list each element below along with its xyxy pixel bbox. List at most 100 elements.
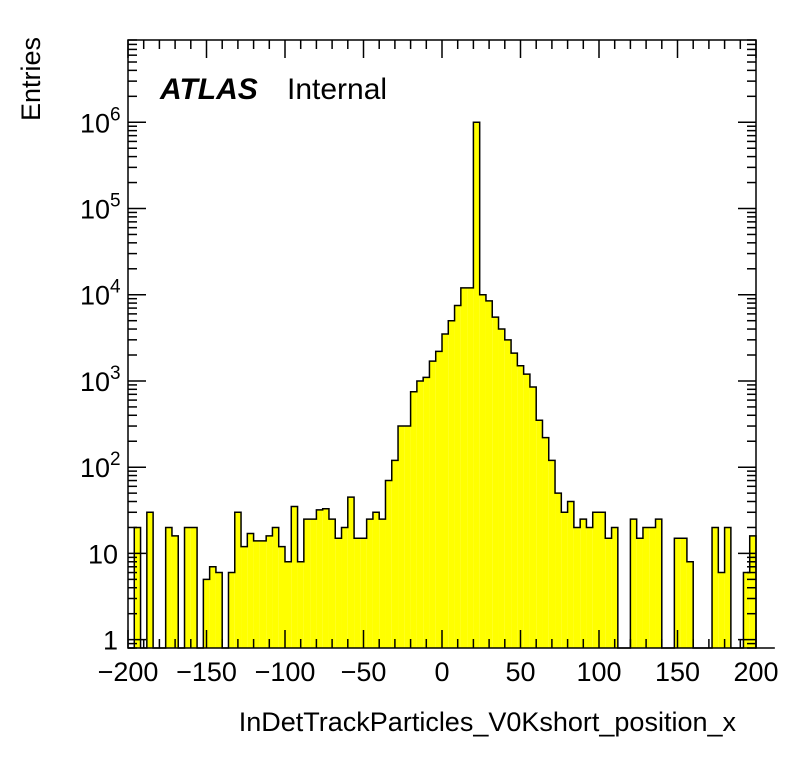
histogram-bar (429, 361, 436, 648)
histogram-bar (473, 122, 480, 649)
histogram-bar (385, 480, 392, 648)
x-tick-label: 50 (505, 657, 535, 687)
histogram-bar (580, 519, 587, 648)
histogram-bar (241, 546, 248, 648)
histogram-bar (743, 572, 750, 648)
histogram-bar (636, 538, 643, 648)
histogram-bar (655, 519, 662, 648)
histogram-bar (649, 527, 656, 648)
histogram-bar (548, 460, 556, 648)
histogram-bar (749, 535, 756, 648)
histogram-bar (423, 377, 430, 648)
histogram-bar (555, 493, 562, 648)
plot-frame (127, 39, 757, 649)
histogram-bar (316, 509, 323, 648)
histogram-bar (335, 538, 342, 648)
histogram-bar (184, 527, 191, 648)
histogram-bar (354, 538, 361, 648)
histogram-bar (542, 437, 549, 648)
x-tick-label: −100 (255, 657, 316, 687)
x-tick-label: −200 (98, 657, 159, 687)
histogram-bar (498, 329, 505, 648)
histogram-bar (410, 391, 417, 648)
histogram-bar (328, 519, 336, 648)
histogram-bar (680, 538, 687, 648)
histogram-bar (322, 508, 329, 648)
histogram-outline (128, 121, 775, 649)
histogram-bar (561, 512, 568, 648)
histogram-bar (259, 540, 267, 648)
histogram-bar (171, 535, 179, 648)
y-tick-label: 1 (103, 626, 118, 656)
histogram-bar (253, 540, 260, 648)
histogram-bar (529, 387, 537, 648)
histogram-bar (642, 527, 650, 648)
histogram-bar (146, 512, 154, 648)
histogram-bar (165, 527, 172, 648)
histogram-bar (467, 287, 474, 648)
histogram-bar (215, 572, 223, 648)
histogram-bar (341, 527, 348, 648)
x-tick-label: −50 (341, 657, 387, 687)
histogram-bar (347, 497, 355, 648)
histogram-bar (379, 519, 386, 648)
histogram-bar (511, 353, 518, 648)
atlas-label: ATLAS (159, 73, 258, 106)
histogram-bar (209, 566, 216, 648)
x-tick-label: 150 (655, 657, 700, 687)
histogram-bar (190, 527, 198, 648)
y-tick-label: 103 (80, 363, 121, 397)
histogram-bar (536, 420, 543, 648)
histogram-bar (266, 535, 273, 648)
x-tick-label: 200 (733, 657, 778, 687)
histogram-bars (134, 122, 756, 649)
histogram-bar (724, 527, 731, 648)
histogram-bar (435, 351, 442, 648)
histogram-bar (460, 287, 468, 648)
y-tick-label: 104 (80, 277, 121, 311)
histogram-bar (360, 538, 367, 648)
histogram-bar (454, 305, 461, 648)
x-tick-labels: −200 −150 −100 −50 0 50 100 150 200 (98, 657, 779, 687)
histogram-bar (372, 512, 380, 648)
histogram-bar (605, 538, 612, 648)
histogram-bar (291, 506, 298, 648)
histogram-bar (366, 519, 373, 648)
y-tick-label: 102 (80, 449, 121, 483)
histogram-bar (567, 501, 574, 648)
x-tick-label: 0 (434, 657, 449, 687)
y-tick-labels: 1 10 102 103 104 105 106 (80, 104, 121, 655)
x-axis-title: InDetTrackParticles_V0Kshort_position_x (239, 707, 737, 737)
histogram-bar (504, 339, 512, 648)
histogram-bar (492, 317, 499, 648)
histogram-bar (416, 380, 424, 648)
histogram-bar (592, 512, 599, 648)
histogram-bar (630, 519, 637, 648)
histogram-bar (611, 527, 618, 648)
histogram-bar (234, 512, 242, 648)
histogram-bar (674, 538, 681, 648)
y-tick-label: 106 (80, 104, 121, 138)
histogram-bar (203, 579, 210, 648)
y-tick-label: 10 (88, 539, 118, 569)
y-axis-title: Entries (16, 37, 46, 121)
histogram-bar (398, 426, 405, 648)
histogram-bar (448, 320, 455, 648)
internal-label: Internal (287, 73, 387, 106)
histogram-bar (686, 561, 694, 648)
histogram-bar (485, 300, 493, 648)
histogram-bar (391, 460, 399, 648)
histogram-bar (134, 527, 141, 648)
histogram-bar (297, 561, 304, 648)
histogram-bar (278, 546, 285, 648)
histogram-bar (523, 374, 530, 648)
y-tick-label: 105 (80, 191, 121, 225)
histogram-bar (310, 519, 317, 648)
x-tick-label: −150 (176, 657, 237, 687)
histogram-bar (272, 527, 279, 648)
histogram-bar (517, 365, 524, 648)
histogram-bar (586, 527, 593, 648)
histogram-bar (404, 426, 411, 648)
histogram-bar (228, 572, 235, 648)
